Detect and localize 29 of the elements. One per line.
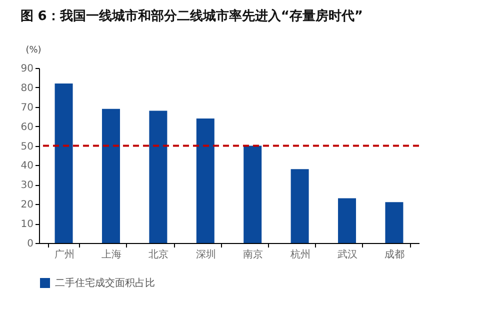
bar [54,84,73,243]
x-tick-label: 深圳 [196,248,216,260]
legend-label: 二手住宅成交面积占比 [55,277,155,289]
y-tick-label: 80 [20,82,34,94]
y-tick-label: 0 [27,238,34,250]
y-tick-label: 50 [20,141,34,152]
y-tick-label: 20 [20,200,34,211]
x-tick-label: 成都 [384,248,405,260]
bar [102,108,120,243]
bar [244,146,262,243]
x-tick-label: 杭州 [289,248,310,260]
bar [196,118,214,243]
bar [149,110,168,243]
x-tick-label: 北京 [148,248,169,260]
x-tick-label: 南京 [243,248,264,260]
y-tick-label: 70 [20,102,34,114]
bar [338,198,356,243]
y-axis-title: (%) [26,46,42,56]
y-tick-label: 90 [20,64,34,74]
x-tick-label: 武汉 [338,248,358,260]
chart-title: 图 6：我国一线城市和部分二线城市率先进入“存量房时代” [20,8,363,24]
x-tick-label: 广州 [54,248,74,260]
y-tick-label: 40 [20,160,34,172]
x-tick-label: 上海 [101,248,122,260]
bar [290,169,309,243]
y-tick-label: 10 [20,219,34,230]
bar [385,202,404,243]
y-tick-label: 30 [20,180,34,192]
y-tick-label: 60 [20,122,34,133]
